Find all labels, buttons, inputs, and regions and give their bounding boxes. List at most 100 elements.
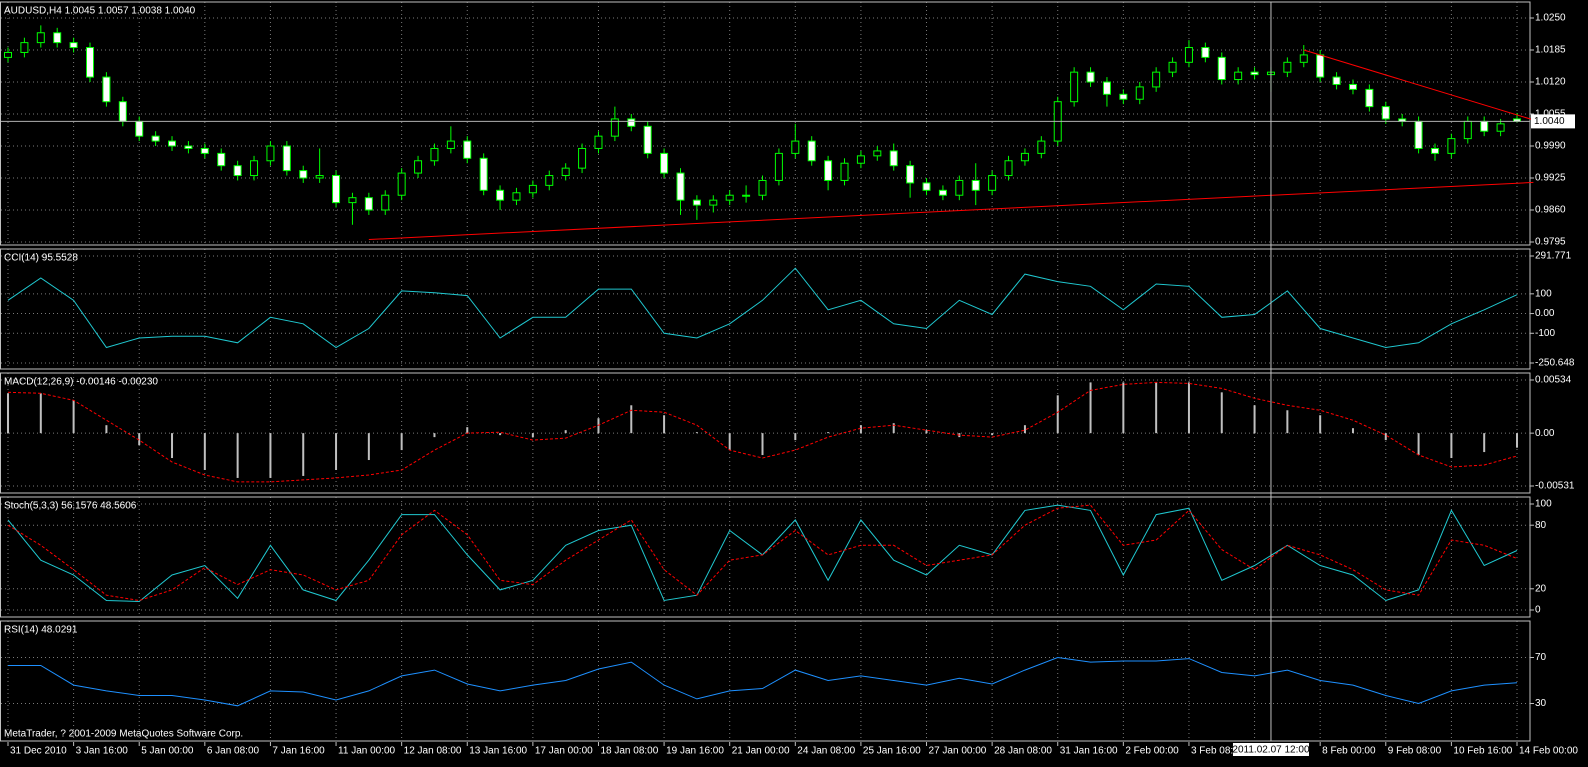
candle-body	[1037, 140, 1046, 154]
candle-body	[725, 194, 734, 201]
candle-body	[1152, 71, 1161, 88]
candle-body	[791, 140, 800, 154]
candle-body	[873, 150, 882, 157]
y-tick-label: 0.9860	[1535, 205, 1566, 216]
y-tick-label: -250.648	[1535, 358, 1575, 369]
candle-body	[266, 145, 275, 162]
panel-title: AUDUSD,H4 1.0045 1.0057 1.0038 1.0040	[4, 6, 196, 17]
candle-body	[676, 172, 685, 201]
candle-body	[348, 197, 357, 204]
x-tick-label: 3 Jan 16:00	[76, 746, 129, 757]
candle-body	[217, 152, 226, 167]
candle-body	[906, 165, 915, 184]
y-tick-label: 0.9925	[1535, 173, 1566, 184]
y-tick-label: 1.0185	[1535, 45, 1566, 56]
x-tick-label: 7 Jan 16:00	[272, 746, 325, 757]
y-tick-label: 291.771	[1535, 251, 1572, 262]
candle-body	[938, 189, 947, 196]
candle-body	[1381, 106, 1390, 120]
candle-body	[86, 47, 95, 78]
candle-body	[758, 179, 767, 196]
candle-body	[774, 152, 783, 181]
candle-body	[610, 118, 619, 137]
candle-body	[102, 76, 111, 103]
candle-body	[660, 152, 669, 174]
x-tick-label: 8 Feb 00:00	[1322, 746, 1376, 757]
candle-body	[840, 162, 849, 181]
candle-body	[496, 189, 505, 201]
candle-body	[4, 51, 12, 58]
candle-body	[856, 155, 865, 164]
cursor-box	[1232, 743, 1309, 756]
x-tick-label: 9 Feb 08:00	[1388, 746, 1442, 757]
candle-body	[381, 194, 390, 211]
y-tick-label: 100	[1535, 499, 1552, 510]
y-tick-label: 1.0120	[1535, 77, 1566, 88]
candle-body	[200, 147, 209, 154]
y-tick-label: 0.00	[1535, 428, 1555, 439]
indicator-line	[7, 267, 1518, 349]
x-tick-label: 27 Jan 00:00	[929, 746, 987, 757]
panel-frame	[0, 248, 1531, 370]
candle-body	[1283, 61, 1292, 73]
candle-body	[250, 160, 259, 177]
x-tick-label: 5 Jan 00:00	[141, 746, 194, 757]
y-tick-label: 0.00	[1535, 308, 1555, 319]
trend-line	[1303, 49, 1534, 121]
x-tick-label: 3 Feb 08:00	[1191, 746, 1245, 757]
last-price-label: 1.0040	[1534, 116, 1565, 127]
candle-body	[1348, 83, 1357, 90]
x-tick-label: 10 Feb 16:00	[1453, 746, 1512, 757]
candle-body	[824, 160, 833, 181]
candle-body	[315, 175, 324, 179]
y-tick-label: 80	[1535, 520, 1547, 531]
indicator-line	[7, 504, 1518, 602]
x-tick-label: 19 Jan 16:00	[666, 746, 724, 757]
candle-body	[643, 125, 652, 154]
panel-frame	[0, 620, 1531, 742]
x-tick-label: 12 Jan 08:00	[404, 746, 462, 757]
candle-body	[184, 145, 193, 149]
panel-frame	[0, 1, 1531, 246]
candle-body	[1020, 152, 1029, 162]
candle-body	[922, 182, 931, 191]
x-tick-label: 13 Jan 16:00	[469, 746, 527, 757]
candle-body	[299, 170, 308, 179]
candle-body	[135, 120, 144, 137]
panel-title: RSI(14) 48.0291	[4, 625, 78, 636]
y-tick-label: 100	[1535, 288, 1552, 299]
candle-body	[1086, 71, 1095, 83]
y-tick-label: 0.9990	[1535, 141, 1566, 152]
x-tick-label: 6 Jan 08:00	[207, 746, 260, 757]
candle-body	[332, 175, 341, 204]
x-tick-label: 21 Jan 00:00	[732, 746, 790, 757]
panel-title: MACD(12,26,9) -0.00146 -0.00230	[4, 377, 158, 388]
x-tick-label: 11 Jan 00:00	[338, 746, 396, 757]
candle-body	[1250, 71, 1259, 76]
candle-body	[545, 175, 554, 186]
x-tick-label: 17 Jan 00:00	[535, 746, 593, 757]
candle-body	[414, 160, 423, 174]
candle-body	[69, 42, 78, 49]
candle-body	[168, 140, 177, 147]
x-tick-label: 31 Dec 2010	[10, 746, 67, 757]
panel-frame	[0, 496, 1531, 618]
last-price-box	[1531, 114, 1575, 129]
x-tick-label: 28 Jan 08:00	[994, 746, 1052, 757]
candle-body	[742, 194, 751, 197]
watermark: MetaTrader, ? 2001-2009 MetaQuotes Softw…	[4, 729, 243, 740]
candle-body	[1430, 147, 1439, 154]
candle-body	[528, 184, 537, 194]
y-tick-label: 0	[1535, 605, 1541, 616]
candle-body	[1414, 120, 1423, 149]
candle-body	[594, 135, 603, 149]
candle-body	[1480, 120, 1489, 132]
cursor-label: 2011.02.07 12:00	[1232, 745, 1310, 756]
y-tick-label: 70	[1535, 652, 1547, 663]
candle-body	[479, 157, 488, 191]
y-tick-label: -100	[1535, 328, 1555, 339]
x-tick-label: 31 Jan 16:00	[1060, 746, 1118, 757]
candle-body	[807, 140, 816, 162]
x-tick-label: 18 Jan 08:00	[600, 746, 658, 757]
